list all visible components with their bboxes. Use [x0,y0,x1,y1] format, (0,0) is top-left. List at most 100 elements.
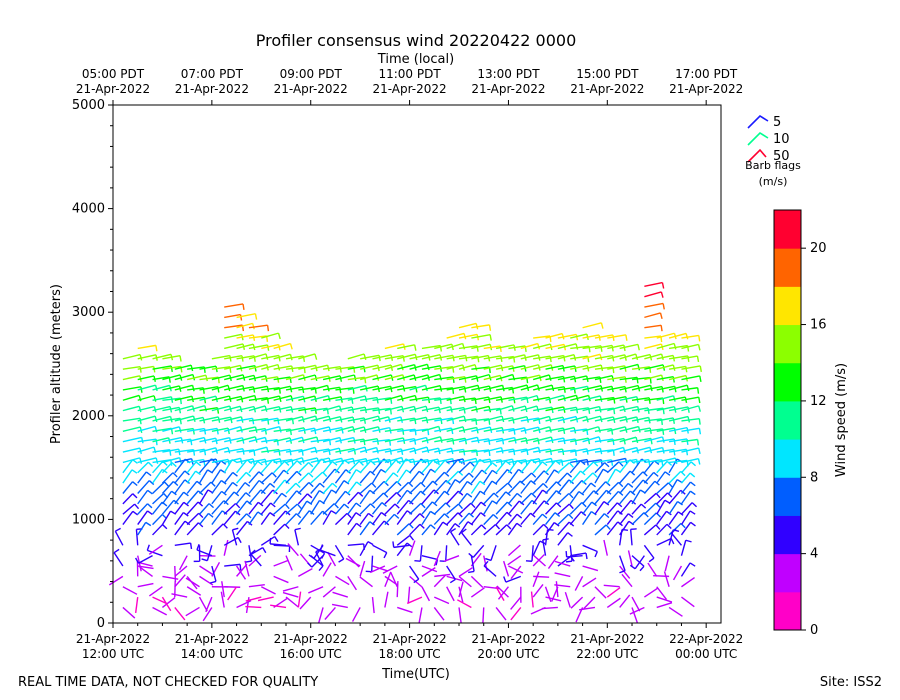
barb-shaft [285,395,304,401]
barb-shaft [261,405,280,412]
barb-flag [139,418,142,425]
barb-flag [454,523,461,528]
barb-shaft [185,577,200,588]
barb-shaft [421,501,433,515]
barb-flag [418,470,425,476]
wind-barb [285,470,302,484]
wind-barb [656,385,677,393]
wind-barb [174,448,196,456]
barb-shaft [619,520,630,536]
x-top-tick-time: 17:00 PDT [675,67,738,81]
barb-shaft [564,592,571,608]
wind-barb [205,596,213,613]
barb-shaft [347,365,365,370]
wind-barb [396,481,414,494]
barb-shaft [211,366,231,370]
barb-shaft [347,460,360,474]
wind-barb [384,448,404,455]
barb-shaft [668,344,688,350]
barb-shaft [508,384,528,391]
barb-shaft [162,365,182,370]
barb-flag [392,541,395,548]
barb-shaft [495,386,513,391]
barb-shaft [211,523,224,536]
barb-flag [196,480,202,486]
barb-flag [611,345,614,352]
barb-flag [319,544,324,551]
barb-flag [254,313,258,320]
barb-flag [222,523,228,529]
barb-shaft [137,582,154,588]
barb-shaft [557,472,568,484]
barb-shaft [384,503,396,515]
barb-shaft [594,416,614,422]
barb-flag [257,460,263,466]
wind-barb [248,405,268,412]
wind-barb [359,489,376,505]
barb-shaft [409,436,427,443]
barb-shaft [508,416,528,422]
barb-shaft [273,376,291,381]
barb-flag [590,482,597,488]
barb-shaft [211,384,229,391]
barb-shaft [433,479,447,494]
wind-barb [446,426,466,433]
barb-shaft [409,396,429,401]
barb-shaft [470,524,483,536]
wind-barb [508,565,524,574]
barb-flag [507,482,513,489]
barb-shaft [122,447,141,453]
barb-flag [673,343,677,350]
barb-flag [516,492,523,498]
wind-barb [668,415,691,423]
barb-flag [630,528,637,531]
wind-barb [161,597,176,609]
wind-barb [308,586,324,594]
barb-shaft [360,437,378,443]
wind-barb [557,438,577,446]
barb-flag [147,503,153,509]
wind-barb [606,461,624,474]
wind-barb [520,417,541,425]
wind-barb [223,491,240,505]
barb-shaft [396,542,408,557]
barb-shaft [248,471,260,484]
wind-barb [260,502,276,515]
wind-barb [557,472,573,484]
barb-flag [542,483,548,489]
barb-shaft [495,396,514,401]
wind-barb [582,510,597,525]
barb-shaft [603,584,620,588]
barb-flag [506,524,512,530]
barb-shaft [619,405,638,412]
wind-barb [414,545,423,562]
barb-flag [677,511,684,516]
barb-flag [389,386,393,393]
barb-shaft [582,384,602,391]
wind-barb [396,581,399,598]
barb-shaft [545,406,564,412]
wind-barb [187,427,207,435]
colorbar-tick-label: 4 [810,547,818,562]
wind-barb [137,503,153,515]
barb-shaft [446,354,466,360]
barb-shaft [507,480,521,494]
barb-shaft [668,479,678,494]
barb-shaft [335,366,354,370]
barb-flag [232,481,238,487]
wind-barb [446,512,463,526]
barb-shaft [148,544,163,555]
barb-shaft [287,543,299,557]
barb-shaft [202,607,213,622]
wind-barb [520,384,540,391]
footer-quality-note: REAL TIME DATA, NOT CHECKED FOR QUALITY [18,675,318,690]
barb-shaft [174,565,188,577]
barb-shaft [359,489,371,505]
barb-shaft [470,469,483,484]
barb-shaft [223,491,235,505]
barb-shaft [643,587,659,598]
barb-shaft [372,416,389,422]
barb-shaft [261,376,278,381]
barb-shaft [298,364,316,370]
wind-barb [285,596,299,608]
